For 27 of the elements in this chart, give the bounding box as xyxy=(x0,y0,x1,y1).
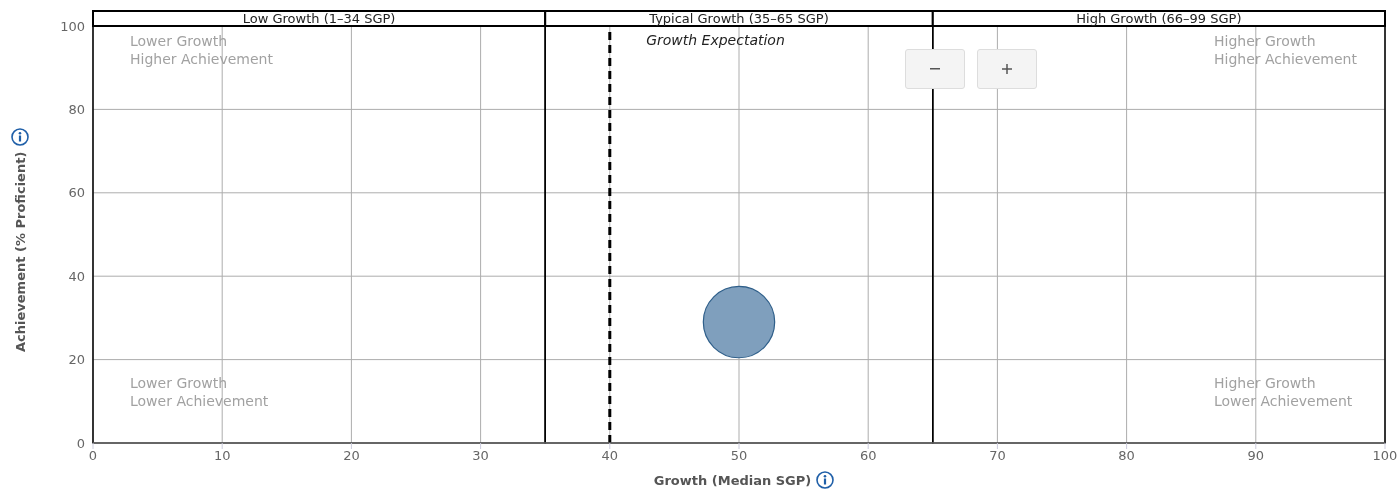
annotation: Lower Growth Higher Achievement xyxy=(130,33,274,67)
x-tick-label: 60 xyxy=(859,448,877,464)
ref-line-label: Growth Expectation xyxy=(646,31,785,48)
band-label: Typical Growth (35–65 SGP) xyxy=(648,11,829,27)
annotation: Lower Growth Lower Achievement xyxy=(130,375,269,409)
y-tick-label: 80 xyxy=(68,102,85,118)
x-tick-label: 80 xyxy=(1118,448,1135,464)
x-tick-label: 40 xyxy=(601,448,619,464)
x-tick-label: 70 xyxy=(989,448,1006,464)
x-tick-label: 50 xyxy=(730,448,748,464)
annotation: Higher Growth Lower Achievement xyxy=(1214,375,1353,409)
y-tick-label: 100 xyxy=(60,18,85,34)
x-tick-label: 10 xyxy=(213,448,231,464)
annotation: Higher Growth Higher Achievement xyxy=(1214,33,1358,67)
x-tick-label: 90 xyxy=(1247,448,1265,464)
y-tick-label: 40 xyxy=(68,268,85,284)
x-tick-label: 0 xyxy=(88,448,98,464)
band-label: High Growth (66–99 SGP) xyxy=(1076,11,1242,27)
x-tick-label: 30 xyxy=(472,448,489,464)
y-tick-label: 0 xyxy=(76,435,85,451)
band-label: Low Growth (1–34 SGP) xyxy=(242,11,396,27)
x-tick-label: 100 xyxy=(1372,448,1398,464)
x-axis-title: Growth (Median SGP) xyxy=(653,472,812,488)
x-tick-label: 20 xyxy=(343,448,360,464)
y-tick-label: 60 xyxy=(68,185,85,201)
y-tick-label: 20 xyxy=(68,352,85,368)
y-axis-title: Achievement (% Proficient) xyxy=(12,151,28,352)
